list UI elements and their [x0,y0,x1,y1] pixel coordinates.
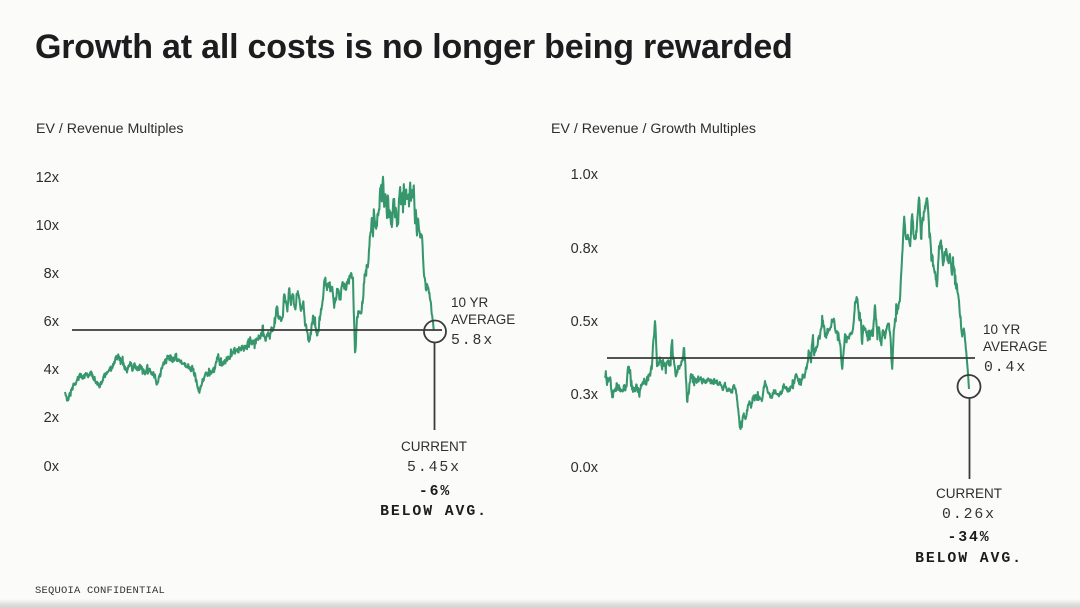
svg-text:-6%: -6% [419,484,451,500]
svg-text:5.8x: 5.8x [451,333,494,349]
svg-text:6x: 6x [44,314,60,330]
svg-text:0.4x: 0.4x [984,360,1027,376]
svg-text:CURRENT: CURRENT [401,439,467,454]
svg-text:SEQUOIA CONFIDENTIAL: SEQUOIA CONFIDENTIAL [35,585,165,597]
svg-text:-34%: -34% [947,530,990,546]
svg-text:0x: 0x [44,459,60,475]
svg-text:AVERAGE: AVERAGE [451,312,515,327]
svg-text:0.8x: 0.8x [571,241,599,257]
svg-text:0.26x: 0.26x [942,507,996,523]
svg-text:2x: 2x [44,410,60,426]
svg-text:AVERAGE: AVERAGE [983,339,1047,354]
svg-text:8x: 8x [44,266,60,282]
svg-text:1.0x: 1.0x [571,167,599,183]
svg-text:12x: 12x [36,170,60,186]
svg-text:BELOW AVG.: BELOW AVG. [380,504,488,520]
svg-text:5.45x: 5.45x [407,460,461,476]
svg-text:EV / Revenue / Growth Multiple: EV / Revenue / Growth Multiples [551,121,756,137]
svg-text:10x: 10x [36,218,60,234]
svg-text:4x: 4x [44,362,60,378]
svg-text:10 YR: 10 YR [983,322,1021,337]
svg-text:10 YR: 10 YR [451,295,489,310]
svg-text:0.5x: 0.5x [571,314,599,330]
svg-text:BELOW AVG.: BELOW AVG. [915,551,1023,567]
svg-text:EV / Revenue Multiples: EV / Revenue Multiples [36,121,183,137]
svg-text:0.3x: 0.3x [571,387,599,403]
svg-text:CURRENT: CURRENT [936,486,1002,501]
svg-text:0.0x: 0.0x [571,460,599,476]
